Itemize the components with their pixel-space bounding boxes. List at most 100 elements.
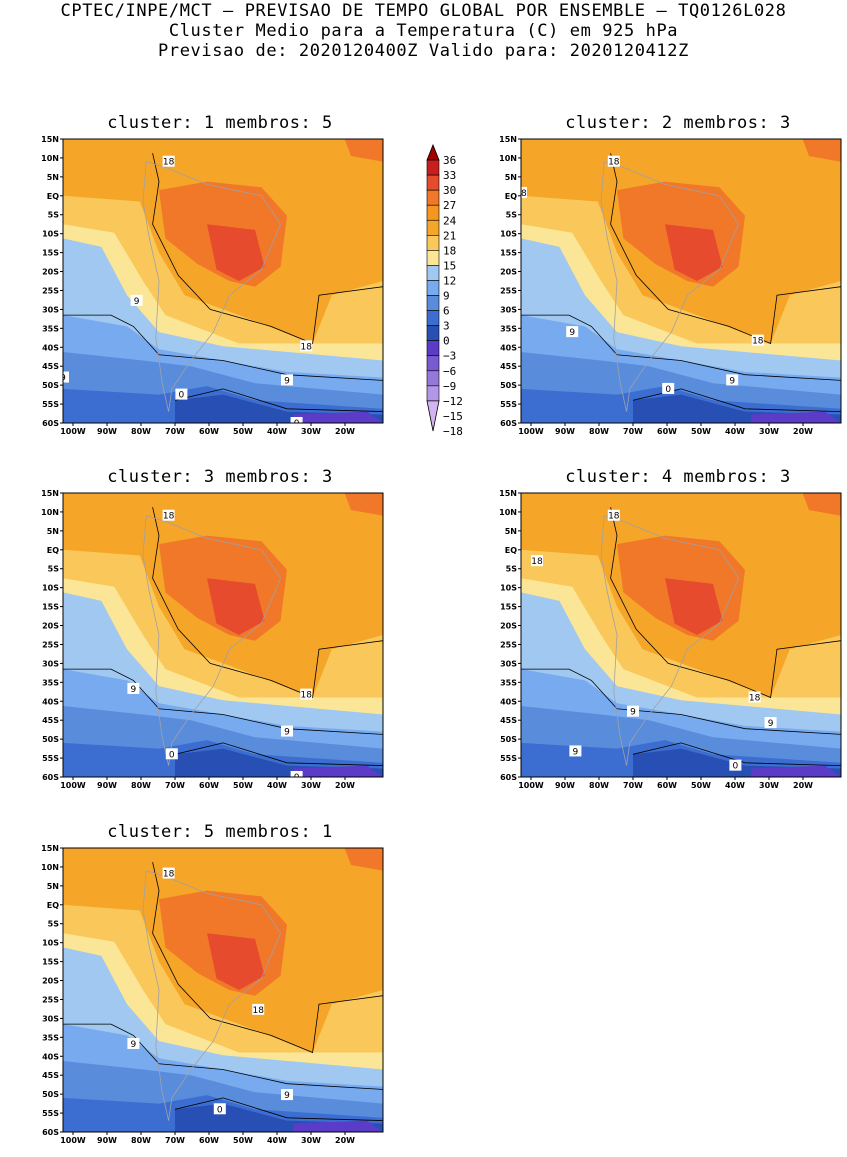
- lat-tick-label: 50S: [500, 735, 517, 744]
- header-subtitle: Cluster Medio para a Temperatura (C) em …: [168, 21, 679, 41]
- lon-tick-label: 60W: [657, 427, 677, 436]
- legend-value: 36: [443, 154, 456, 167]
- legend-swatch: [426, 340, 440, 357]
- lat-tick-label: 5N: [47, 882, 59, 891]
- map-border: [62, 138, 384, 424]
- lon-tick-label: 60W: [199, 1136, 219, 1145]
- legend-value: 9: [443, 290, 450, 303]
- lat-tick-label: 20S: [500, 268, 517, 277]
- contour-label: 9: [566, 326, 579, 338]
- lat-tick-label: 30S: [42, 305, 59, 314]
- contour-label: 9: [63, 371, 69, 384]
- forecast-map: 18 9 18 9 0 15N 10N 5N EQ 5S 10S 15S 20S 25S 30S 35S 40S…: [41, 844, 384, 1145]
- svg-text:0: 0: [733, 762, 739, 772]
- map-border: [62, 847, 384, 1133]
- lat-tick-label: 35S: [42, 324, 59, 333]
- lon-tick-label: 40W: [267, 427, 287, 436]
- lon-tick-label: 60W: [199, 781, 219, 790]
- lon-tick-label: 80W: [589, 427, 609, 436]
- lat-tick-label: 30S: [42, 1014, 59, 1023]
- svg-text:18: 18: [531, 557, 543, 567]
- lat-tick-label: EQ: [505, 546, 517, 555]
- svg-text:9: 9: [284, 728, 290, 738]
- band-24-ne: [344, 139, 383, 162]
- contour-label: 18: [162, 155, 175, 168]
- lat-tick-label: 15N: [41, 135, 59, 144]
- lon-tick-label: 100W: [60, 427, 86, 436]
- contour-9: [63, 1023, 383, 1090]
- lon-tick-label: 30W: [301, 1136, 321, 1145]
- lon-tick-label: 20W: [793, 781, 813, 790]
- lat-tick-label: 35S: [42, 1033, 59, 1042]
- lon-tick-label: 90W: [555, 781, 575, 790]
- lat-tick-label: 60S: [42, 773, 59, 782]
- lat-tick-label: 5N: [505, 527, 517, 536]
- lat-tick-label: 50S: [42, 381, 59, 390]
- contour-18: [152, 507, 383, 699]
- lat-tick-label: 20S: [500, 622, 517, 631]
- legend-arrow-top: [426, 143, 440, 161]
- lon-tick-label: 100W: [518, 781, 544, 790]
- legend-swatch: [426, 250, 440, 266]
- lat-tick-label: 20S: [42, 622, 59, 631]
- lat-tick-label: 5N: [505, 173, 517, 182]
- temperature-field: 18 9 18 9 0 0: [63, 493, 383, 777]
- legend-value: 21: [443, 229, 456, 242]
- legend-swatch: [426, 174, 440, 191]
- contour-label: 9: [281, 374, 293, 386]
- lat-tick-label: 55S: [500, 754, 517, 763]
- lat-tick-label: 10S: [42, 230, 59, 239]
- lon-tick-label: 50W: [233, 1136, 253, 1145]
- lat-tick-label: EQ: [47, 546, 59, 555]
- lon-tick-label: 30W: [301, 781, 321, 790]
- lat-tick-label: 60S: [42, 419, 59, 428]
- lon-tick-label: 70W: [623, 781, 643, 790]
- lat-tick-label: 5S: [506, 565, 518, 574]
- lat-tick-label: 5N: [47, 527, 59, 536]
- header-title: CPTEC/INPE/MCT – PREVISAO DE TEMPO GLOBA…: [60, 1, 787, 21]
- band-minus3: [293, 411, 383, 423]
- coastline: [600, 161, 740, 412]
- contour-label: 9: [764, 717, 777, 729]
- band-27: [207, 578, 265, 635]
- svg-text:18: 18: [163, 870, 175, 880]
- lon-tick-label: 90W: [97, 427, 117, 436]
- forecast-map: 18 18 9 18 9 9 0 15N 10N 5N EQ 5S 10S 15S 20S 25S 30S 35S…: [499, 489, 842, 790]
- lon-tick-label: 40W: [725, 427, 745, 436]
- legend-swatch: [426, 235, 440, 251]
- svg-text:0: 0: [179, 391, 185, 401]
- lon-tick-label: 20W: [335, 781, 355, 790]
- legend-value: 12: [443, 274, 456, 287]
- lat-tick-label: 55S: [42, 1109, 59, 1118]
- coastline: [142, 161, 282, 412]
- band-minus3: [293, 1120, 383, 1132]
- legend-value: −15: [443, 410, 463, 423]
- contour-18: [610, 153, 841, 345]
- contour-label: 18: [751, 334, 764, 347]
- legend-swatch: [426, 159, 440, 176]
- legend-swatch: [426, 219, 440, 236]
- lat-tick-label: 10S: [500, 230, 517, 239]
- lat-tick-label: 10N: [499, 154, 517, 163]
- lat-tick-label: 5S: [48, 920, 60, 929]
- lon-tick-label: 20W: [793, 427, 813, 436]
- lat-tick-label: 10N: [499, 508, 517, 517]
- svg-text:18: 18: [300, 691, 312, 701]
- contour-0: [174, 1097, 383, 1121]
- lat-tick-label: 10S: [42, 939, 59, 948]
- svg-text:18: 18: [163, 158, 175, 168]
- contour-label: 9: [726, 374, 739, 386]
- lat-tick-label: 5S: [506, 211, 518, 220]
- lat-tick-label: 5S: [48, 565, 60, 574]
- lat-tick-label: 20S: [42, 977, 59, 986]
- lon-tick-label: 90W: [97, 781, 117, 790]
- map-border: [520, 138, 842, 424]
- svg-text:18: 18: [749, 693, 761, 703]
- contour-label: 18: [162, 509, 175, 522]
- lat-tick-label: 15N: [41, 844, 59, 853]
- contour-label: 9: [281, 1089, 293, 1101]
- lat-tick-label: EQ: [47, 192, 59, 201]
- header-dates: Previsao de: 2020120400Z Valido para: 20…: [158, 41, 689, 61]
- panel-title: cluster: 2 membros: 3: [565, 113, 791, 133]
- legend-value: −6: [443, 365, 456, 378]
